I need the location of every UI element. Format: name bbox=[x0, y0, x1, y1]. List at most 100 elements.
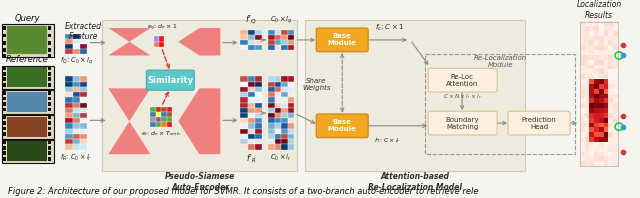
Bar bbox=[156, 122, 161, 127]
Bar bbox=[3, 140, 6, 144]
Bar bbox=[73, 144, 80, 149]
Bar bbox=[156, 107, 161, 112]
Bar bbox=[248, 76, 255, 82]
Bar bbox=[248, 113, 255, 118]
Bar bbox=[268, 82, 275, 87]
Bar bbox=[80, 33, 88, 39]
Bar bbox=[80, 139, 88, 144]
Bar bbox=[240, 76, 248, 82]
Bar bbox=[65, 92, 73, 97]
Bar bbox=[80, 44, 88, 49]
Bar bbox=[255, 108, 262, 113]
Bar bbox=[3, 72, 6, 76]
Bar bbox=[275, 40, 281, 45]
Bar bbox=[65, 118, 73, 124]
Bar bbox=[65, 76, 73, 82]
Bar bbox=[288, 40, 294, 45]
Bar bbox=[159, 36, 164, 42]
Bar bbox=[73, 76, 80, 82]
Bar bbox=[65, 49, 73, 54]
Bar bbox=[49, 33, 51, 37]
Bar bbox=[240, 103, 248, 108]
Bar bbox=[65, 144, 73, 149]
Bar bbox=[73, 103, 80, 108]
Bar bbox=[288, 87, 294, 92]
Bar bbox=[288, 30, 294, 35]
Bar bbox=[8, 92, 47, 112]
Bar bbox=[80, 39, 88, 44]
Bar bbox=[49, 102, 51, 106]
Bar bbox=[150, 122, 156, 127]
Bar bbox=[255, 113, 262, 118]
Bar bbox=[65, 82, 73, 87]
Bar bbox=[49, 116, 51, 119]
Bar bbox=[281, 35, 288, 40]
Bar bbox=[288, 134, 294, 139]
Bar bbox=[240, 124, 248, 129]
Bar bbox=[255, 103, 262, 108]
Bar bbox=[161, 107, 167, 112]
Bar bbox=[255, 30, 262, 35]
Bar bbox=[268, 103, 275, 108]
Bar bbox=[275, 82, 281, 87]
Bar bbox=[73, 118, 80, 124]
Bar bbox=[3, 83, 6, 87]
Bar bbox=[288, 108, 294, 113]
Bar bbox=[275, 113, 281, 118]
Bar bbox=[255, 87, 262, 92]
Bar bbox=[268, 144, 275, 149]
Bar bbox=[255, 40, 262, 45]
Bar bbox=[65, 87, 73, 92]
Bar bbox=[3, 146, 6, 149]
Bar bbox=[80, 124, 88, 129]
Bar bbox=[248, 118, 255, 124]
Text: $C\times N\times l_r\times l_r$: $C\times N\times l_r\times l_r$ bbox=[442, 92, 482, 101]
Text: $f'_R$: $f'_R$ bbox=[246, 152, 257, 165]
Bar bbox=[288, 124, 294, 129]
Bar bbox=[268, 118, 275, 124]
FancyBboxPatch shape bbox=[428, 111, 497, 135]
Bar bbox=[240, 82, 248, 87]
Text: $f'_Q$: $f'_Q$ bbox=[245, 13, 257, 26]
Bar bbox=[275, 144, 281, 149]
Bar bbox=[425, 54, 575, 154]
Bar bbox=[3, 48, 6, 52]
Bar bbox=[49, 146, 51, 149]
Bar bbox=[3, 132, 6, 136]
Bar bbox=[80, 118, 88, 124]
Bar bbox=[65, 97, 73, 103]
Bar bbox=[248, 103, 255, 108]
Bar bbox=[255, 124, 262, 129]
FancyBboxPatch shape bbox=[316, 114, 368, 138]
Bar bbox=[73, 139, 80, 144]
Bar bbox=[73, 134, 80, 139]
Bar bbox=[49, 26, 51, 30]
Bar bbox=[73, 124, 80, 129]
Bar bbox=[3, 140, 54, 163]
Bar bbox=[49, 72, 51, 76]
Bar bbox=[275, 35, 281, 40]
Bar bbox=[281, 103, 288, 108]
Bar bbox=[156, 112, 161, 117]
Bar bbox=[240, 35, 248, 40]
Bar bbox=[281, 97, 288, 103]
Bar bbox=[80, 87, 88, 92]
Bar bbox=[80, 113, 88, 118]
Bar bbox=[73, 108, 80, 113]
Bar bbox=[3, 97, 6, 100]
Bar bbox=[3, 33, 6, 37]
Bar bbox=[80, 76, 88, 82]
Text: Extracted
Feature: Extracted Feature bbox=[65, 22, 102, 41]
Bar bbox=[288, 103, 294, 108]
Bar bbox=[281, 40, 288, 45]
Bar bbox=[248, 129, 255, 134]
Bar bbox=[167, 122, 172, 127]
Bar bbox=[65, 39, 73, 44]
FancyBboxPatch shape bbox=[147, 70, 195, 90]
Bar bbox=[65, 134, 73, 139]
Bar bbox=[3, 151, 6, 155]
Bar bbox=[288, 92, 294, 97]
Bar bbox=[240, 40, 248, 45]
Bar bbox=[240, 134, 248, 139]
Bar bbox=[102, 20, 297, 171]
